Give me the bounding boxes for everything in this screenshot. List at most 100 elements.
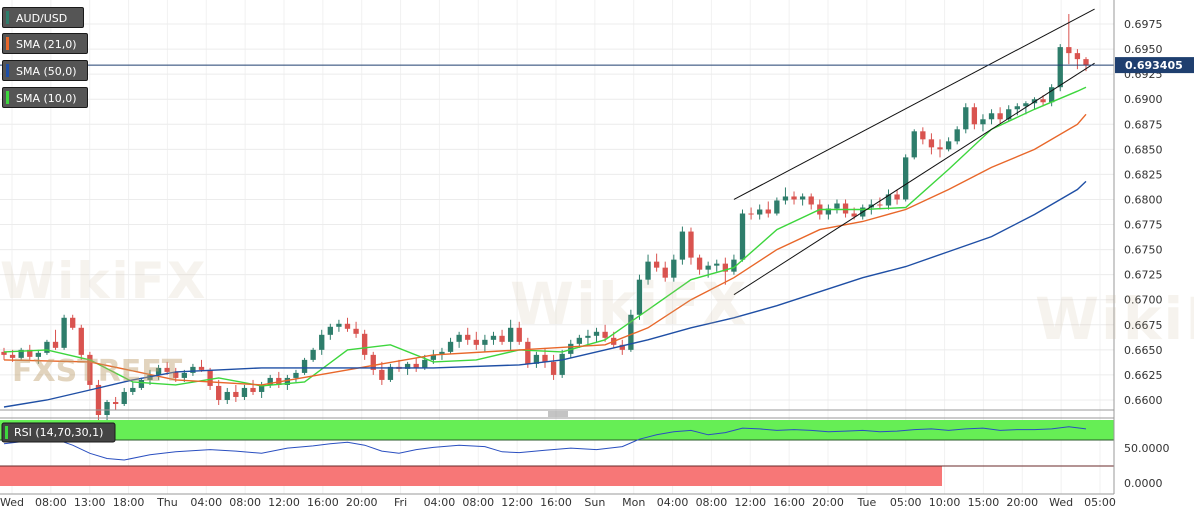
candle — [267, 374, 273, 388]
candle — [937, 139, 943, 158]
candle — [250, 379, 256, 395]
candle — [1040, 95, 1046, 107]
candle — [533, 351, 540, 368]
legend-sma-10[interactable]: SMA (10,0) — [2, 87, 88, 108]
sma-line — [3, 113, 1087, 386]
candle — [731, 254, 737, 275]
time-tick-label: Wed — [1049, 496, 1073, 509]
candle — [920, 127, 926, 145]
candle — [628, 309, 634, 352]
time-tick-label: 16:00 — [773, 496, 805, 509]
candle — [550, 354, 557, 380]
sma-line — [3, 180, 1087, 408]
candle — [319, 329, 325, 355]
candle — [362, 329, 368, 360]
candle — [284, 374, 291, 390]
price-tick-label: 0.6900 — [1124, 93, 1163, 106]
candle — [52, 329, 59, 350]
candle — [988, 109, 995, 125]
candle — [799, 193, 806, 206]
legend-swatch — [6, 91, 9, 104]
price-axis-labels: 0.69750.69500.69250.69000.68750.68500.68… — [1124, 18, 1163, 407]
legend-sma-21[interactable]: SMA (21,0) — [2, 33, 88, 54]
price-tick-label: 0.6975 — [1124, 18, 1163, 31]
candle — [413, 357, 419, 372]
rsi-line — [3, 426, 1087, 461]
trend-channel — [733, 8, 1095, 296]
price-tick-label: 0.6650 — [1124, 344, 1163, 357]
rsi-tick-label: 0.0000 — [1124, 477, 1163, 490]
trendline — [733, 8, 1095, 200]
legend-label: SMA (21,0) — [16, 38, 77, 51]
panel-resize-handle[interactable] — [548, 411, 568, 417]
time-tick-label: 13:00 — [74, 496, 106, 509]
candle — [653, 253, 660, 272]
candle — [722, 257, 728, 285]
legend-swatch — [6, 11, 9, 24]
candle — [516, 321, 522, 345]
candle — [911, 129, 917, 160]
time-tick-label: 08:00 — [462, 496, 494, 509]
candles — [1, 14, 1089, 421]
candle — [834, 199, 840, 214]
price-tick-label: 0.6950 — [1124, 43, 1163, 56]
candle — [18, 347, 24, 360]
current-price-value: 0.693405 — [1125, 59, 1183, 72]
time-tick-label: 08:00 — [229, 496, 261, 509]
candle — [44, 339, 50, 355]
candle — [688, 227, 694, 265]
candle — [954, 126, 960, 145]
candle — [714, 259, 720, 272]
candle — [310, 347, 316, 362]
price-tick-label: 0.6700 — [1124, 294, 1163, 307]
candle — [301, 357, 308, 375]
candle — [353, 321, 359, 338]
candle — [559, 349, 565, 378]
time-tick-label: 08:00 — [696, 496, 728, 509]
candle — [903, 154, 909, 202]
legend-swatch — [6, 37, 9, 50]
sma-line — [3, 86, 1087, 387]
legend-sma-50[interactable]: SMA (50,0) — [2, 60, 88, 81]
legend-symbol[interactable]: AUD/USD — [2, 7, 84, 28]
candle — [971, 103, 978, 130]
candle — [61, 314, 67, 350]
candle — [507, 319, 514, 350]
price-tick-label: 0.6675 — [1124, 319, 1163, 332]
candle — [877, 197, 883, 210]
candle — [241, 384, 248, 400]
candle — [344, 317, 351, 332]
candle — [121, 387, 127, 406]
candle — [447, 337, 454, 354]
candle — [112, 396, 119, 410]
candle — [980, 114, 986, 132]
candle — [35, 349, 42, 364]
candle — [473, 331, 479, 350]
time-axis-labels: Wed 08:00 13:00 18:00 Thu 04:00 08:00 12:00 16:0… — [0, 496, 1116, 509]
rsi-polyline — [3, 426, 1087, 461]
legend-label: SMA (50,0) — [16, 65, 77, 78]
candle — [138, 377, 145, 390]
rsi-legend-badge[interactable]: RSI (14,70,30,1) — [1, 422, 116, 443]
time-tick-label: 04:00 — [657, 496, 689, 509]
grid-vertical — [11, 0, 1101, 494]
time-tick-label: Sun — [584, 496, 605, 509]
candle — [27, 344, 33, 360]
time-tick-label: 18:00 — [113, 496, 145, 509]
candle — [370, 351, 376, 375]
legend-label: AUD/USD — [16, 12, 68, 25]
time-tick-label: 12:00 — [734, 496, 766, 509]
candle — [456, 331, 462, 348]
candle — [78, 324, 84, 360]
candle — [945, 137, 952, 152]
time-tick-label: 05:00 — [890, 496, 922, 509]
price-tick-label: 0.6600 — [1124, 394, 1163, 407]
time-tick-label: 12:00 — [268, 496, 300, 509]
time-tick-label: Mon — [622, 496, 645, 509]
candle — [387, 363, 394, 382]
candle — [696, 254, 703, 275]
candle — [885, 189, 892, 210]
time-tick-label: Wed — [0, 496, 24, 509]
candle — [782, 187, 789, 205]
